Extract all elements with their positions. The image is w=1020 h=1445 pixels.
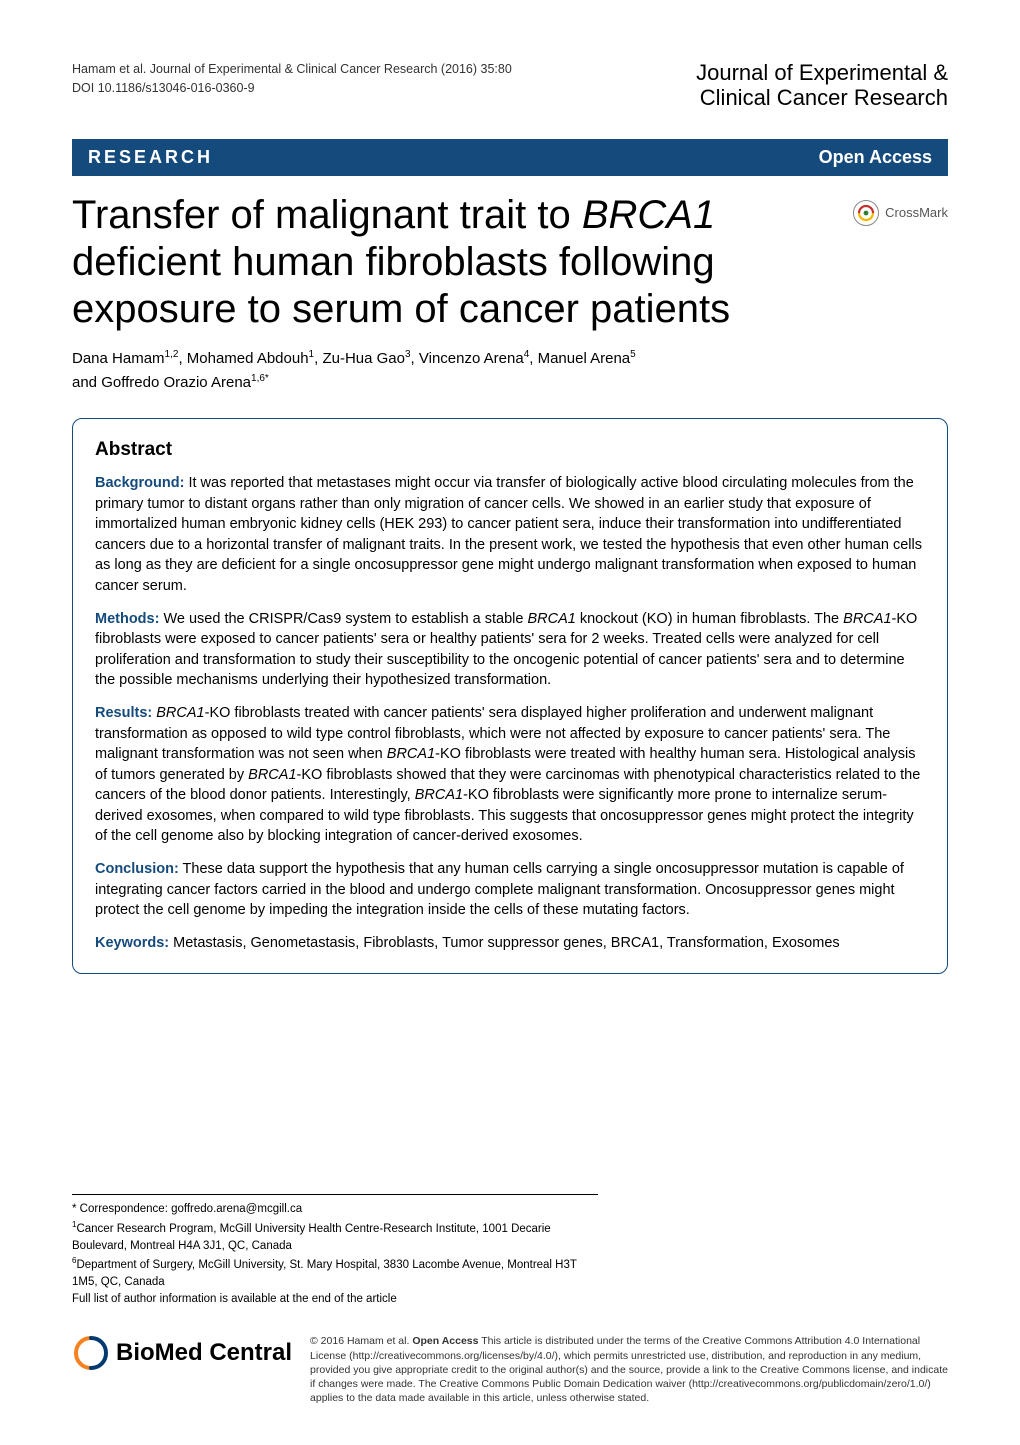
- author-5: , Manuel Arena: [529, 350, 630, 367]
- author-2: , Mohamed Abdouh: [178, 350, 308, 367]
- title-italic1: BRCA1: [582, 193, 715, 237]
- journal-name-line2: Clinical Cancer Research: [700, 85, 948, 110]
- crossmark-badge[interactable]: CrossMark: [853, 200, 948, 226]
- author-4: , Vincenzo Arena: [411, 350, 524, 367]
- author-6-sup: 1,6*: [251, 373, 269, 384]
- results-italic-4: BRCA1: [415, 787, 463, 803]
- abstract-keywords: Keywords: Metastasis, Genometastasis, Fi…: [95, 933, 925, 954]
- crossmark-label: CrossMark: [885, 205, 948, 220]
- article-title: Transfer of malignant trait to BRCA1 def…: [72, 192, 833, 334]
- results-italic-2: BRCA1: [387, 746, 435, 762]
- abstract-methods: Methods: We used the CRISPR/Cas9 system …: [95, 609, 925, 691]
- conclusion-label: Conclusion:: [95, 861, 179, 877]
- results-italic-3: BRCA1: [248, 767, 296, 783]
- author-6: and Goffredo Orazio Arena: [72, 374, 251, 391]
- keywords-label: Keywords:: [95, 935, 169, 951]
- affil6-text: Department of Surgery, McGill University…: [72, 1259, 577, 1288]
- results-italic-1: BRCA1: [156, 705, 204, 721]
- methods-label: Methods:: [95, 611, 159, 627]
- affil1-text: Cancer Research Program, McGill Universi…: [72, 1222, 551, 1251]
- crossmark-icon: [853, 200, 879, 226]
- correspondence-line: * Correspondence: goffredo.arena@mcgill.…: [72, 1201, 598, 1218]
- abstract-box: Abstract Background: It was reported tha…: [72, 418, 948, 974]
- title-part2: deficient human fibroblasts following ex…: [72, 240, 730, 331]
- methods-italic-2: BRCA1: [843, 611, 891, 627]
- header-left: Hamam et al. Journal of Experimental & C…: [72, 60, 512, 98]
- methods-text-1: We used the CRISPR/Cas9 system to establ…: [159, 611, 527, 627]
- license-text: © 2016 Hamam et al. Open Access This art…: [310, 1334, 948, 1405]
- journal-name-line1: Journal of Experimental &: [696, 60, 948, 85]
- authors-line: Dana Hamam1,2, Mohamed Abdouh1, Zu-Hua G…: [72, 347, 948, 394]
- background-text: It was reported that metastases might oc…: [95, 475, 922, 594]
- abstract-heading: Abstract: [95, 439, 925, 461]
- license-text-1: © 2016 Hamam et al.: [310, 1335, 412, 1347]
- conclusion-text: These data support the hypothesis that a…: [95, 861, 904, 918]
- article-type-banner: RESEARCH Open Access: [72, 139, 948, 176]
- abstract-background: Background: It was reported that metasta…: [95, 473, 925, 596]
- bmc-swirl-icon: [72, 1334, 110, 1372]
- title-part1: Transfer of malignant trait to: [72, 193, 582, 237]
- citation-text: Hamam et al. Journal of Experimental & C…: [72, 60, 512, 79]
- journal-name: Journal of Experimental & Clinical Cance…: [696, 60, 948, 111]
- bmc-logo-text: BioMed Central: [116, 1339, 292, 1367]
- abstract-conclusion: Conclusion: These data support the hypot…: [95, 859, 925, 921]
- doi-text: DOI 10.1186/s13046-016-0360-9: [72, 79, 512, 98]
- banner-open-access: Open Access: [819, 147, 932, 168]
- license-bold-1: Open Access: [412, 1335, 478, 1347]
- author-3: , Zu-Hua Gao: [314, 350, 405, 367]
- banner-article-type: RESEARCH: [88, 147, 213, 168]
- title-row: Transfer of malignant trait to BRCA1 def…: [72, 192, 948, 348]
- author-1: Dana Hamam: [72, 350, 165, 367]
- author-5-sup: 5: [630, 349, 636, 360]
- correspondence-footer: * Correspondence: goffredo.arena@mcgill.…: [72, 1194, 598, 1308]
- affiliation-1: 1Cancer Research Program, McGill Univers…: [72, 1219, 598, 1255]
- abstract-results: Results: BRCA1-KO fibroblasts treated wi…: [95, 703, 925, 847]
- methods-italic-1: BRCA1: [527, 611, 575, 627]
- header-row: Hamam et al. Journal of Experimental & C…: [72, 60, 948, 111]
- keywords-text: Metastasis, Genometastasis, Fibroblasts,…: [169, 935, 840, 951]
- license-footer: BioMed Central © 2016 Hamam et al. Open …: [72, 1334, 948, 1405]
- author-1-sup: 1,2: [165, 349, 179, 360]
- results-label: Results:: [95, 705, 152, 721]
- biomed-central-logo: BioMed Central: [72, 1334, 292, 1372]
- methods-text-2: knockout (KO) in human fibroblasts. The: [576, 611, 843, 627]
- affiliation-6: 6Department of Surgery, McGill Universit…: [72, 1255, 598, 1291]
- full-author-list-note: Full list of author information is avail…: [72, 1291, 598, 1308]
- background-label: Background:: [95, 475, 184, 491]
